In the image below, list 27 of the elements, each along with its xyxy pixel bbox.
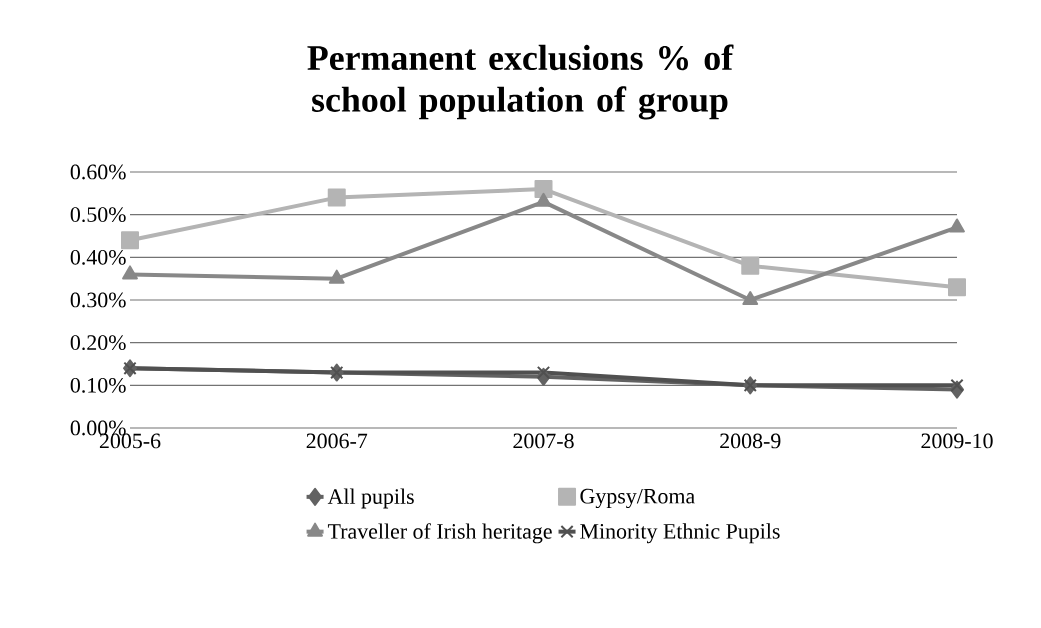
x-tick-label: 2008-9 [720, 433, 781, 449]
y-tick-label: 0.30% [70, 292, 126, 308]
legend-label: Traveller of Irish heritage [327, 523, 552, 544]
point [535, 192, 552, 207]
legend-label: Gypsy/Roma [580, 488, 695, 509]
y-tick-label: 0.10% [70, 377, 126, 393]
x-tick-label: 2007-8 [513, 433, 574, 449]
y-tick-label: 0.40% [70, 249, 126, 265]
point [536, 365, 551, 380]
y-tick-label: 0.20% [70, 335, 126, 351]
point [534, 180, 553, 199]
point [328, 269, 345, 284]
chart-title: Permanent exclusions % of school population of group [307, 44, 734, 120]
point [948, 278, 967, 297]
y-tick-label: 0.60% [70, 164, 126, 180]
point [327, 188, 346, 207]
point [950, 378, 964, 392]
x-tick-label: 2006-7 [306, 433, 368, 449]
point [121, 231, 139, 250]
point [741, 256, 760, 275]
point [122, 265, 138, 280]
point [742, 291, 759, 305]
y-tick-label: 0.50% [70, 207, 126, 223]
legend-label: All pupils [327, 488, 414, 509]
x-tick-label: 2009-10 [921, 433, 993, 449]
point [949, 218, 965, 233]
legend-label: Minority Ethnic Pupils [580, 523, 780, 544]
